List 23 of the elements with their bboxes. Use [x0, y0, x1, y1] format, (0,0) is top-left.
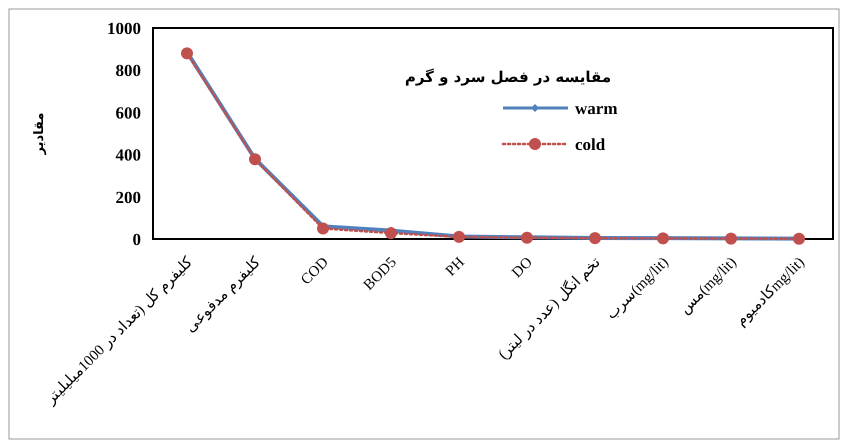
y-tick-label: 600 [116, 103, 141, 122]
point [181, 47, 193, 60]
x-tick-label: PH [442, 254, 468, 280]
point [249, 153, 261, 166]
legend-label: cold [575, 134, 606, 154]
x-tick-label: COD [298, 254, 332, 288]
y-tick-label: 0 [132, 230, 141, 249]
point [385, 227, 397, 240]
y-tick-label: 200 [116, 188, 141, 207]
x-tick-label: سرب(mg/lit) [603, 254, 672, 323]
legend-label: warm [575, 98, 618, 118]
point [521, 232, 533, 244]
point [589, 232, 601, 244]
y-tick-label: 400 [116, 146, 141, 165]
y-tick-label: 1000 [107, 18, 141, 38]
legend-title: مقایسه در فصل سرد و گرم [404, 68, 612, 86]
x-tick-label: DO [509, 254, 536, 282]
point [453, 230, 465, 243]
x-tick-label: مس(mg/lit) [677, 254, 740, 318]
point [317, 222, 329, 234]
y-axis-title: مقادیر [32, 112, 47, 156]
point [725, 232, 737, 245]
y-tick-label: 800 [116, 61, 141, 80]
